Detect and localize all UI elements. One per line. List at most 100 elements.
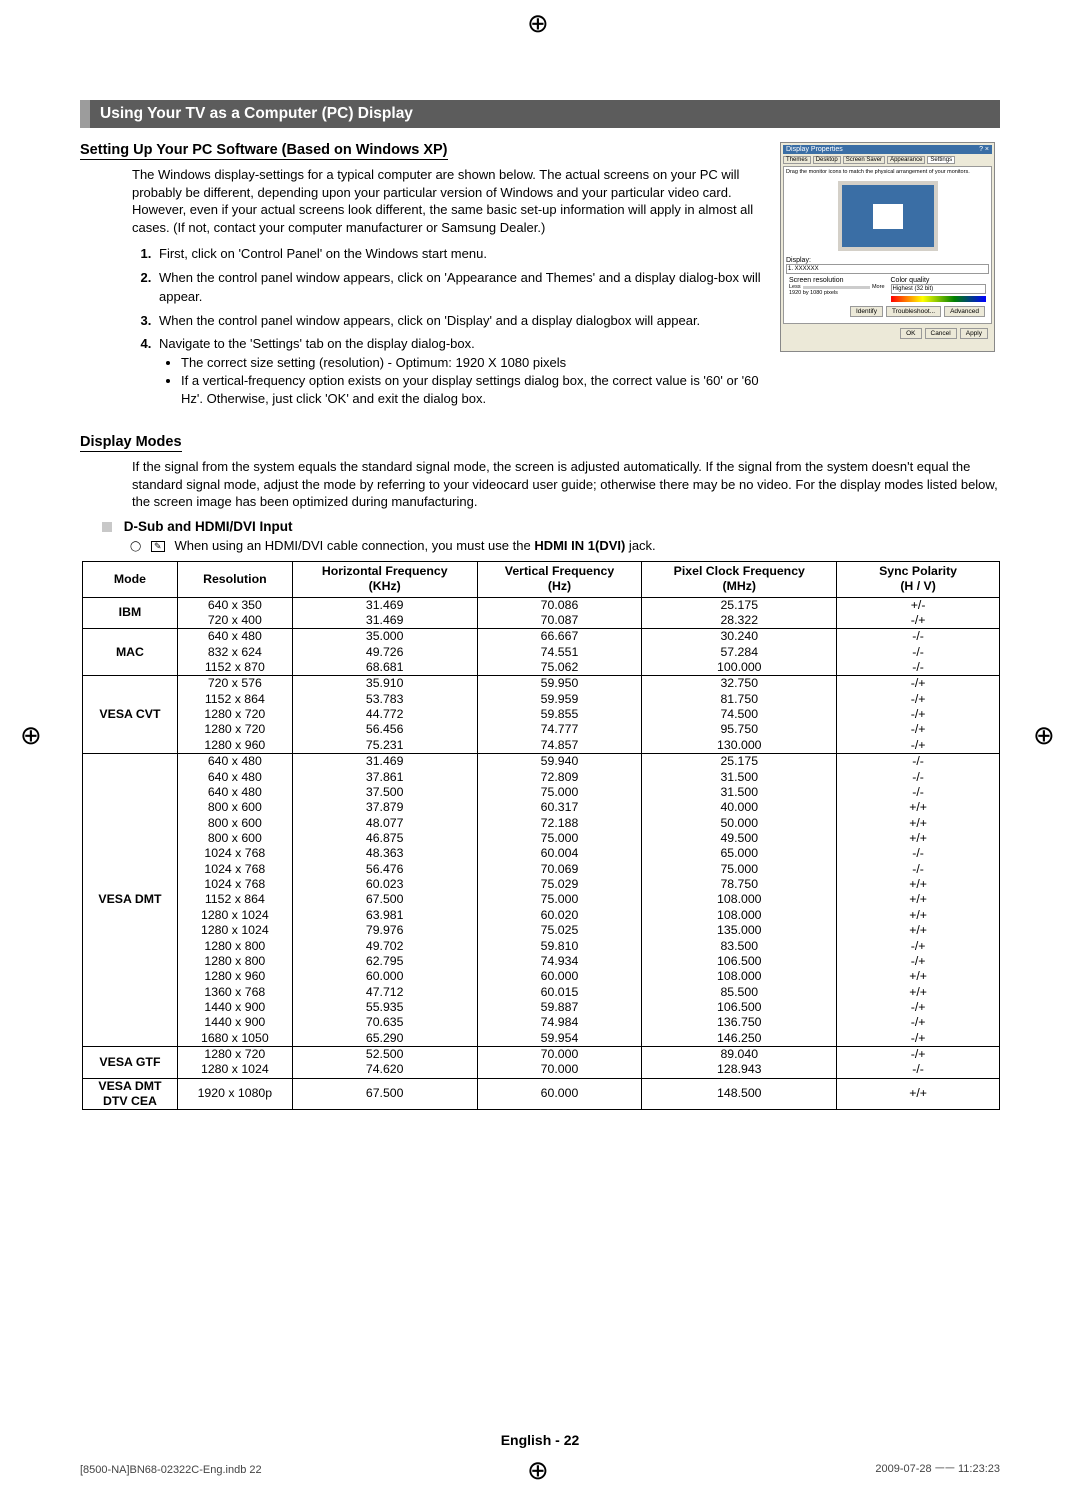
page-footer-center: English - 22 bbox=[0, 1432, 1080, 1448]
win-tab: Screen Saver bbox=[843, 156, 885, 164]
col-resolution: Resolution bbox=[177, 561, 292, 597]
table-row: 1280 x 102474.62070.000128.943-/- bbox=[83, 1062, 1000, 1078]
section-title: Using Your TV as a Computer (PC) Display bbox=[80, 100, 1000, 128]
table-cell: -/- bbox=[837, 754, 1000, 770]
table-row: 1280 x 102479.97675.025135.000+/+ bbox=[83, 923, 1000, 938]
mode-cell: IBM bbox=[83, 597, 178, 629]
table-cell: 89.040 bbox=[642, 1047, 837, 1063]
table-row: 1280 x 80062.79574.934106.500-/+ bbox=[83, 954, 1000, 969]
table-cell: 74.934 bbox=[477, 954, 642, 969]
table-cell: 50.000 bbox=[642, 816, 837, 831]
table-cell: 83.500 bbox=[642, 939, 837, 954]
table-cell: 60.000 bbox=[477, 969, 642, 984]
table-cell: +/+ bbox=[837, 908, 1000, 923]
table-cell: 1920 x 1080p bbox=[177, 1078, 292, 1110]
table-cell: 48.363 bbox=[292, 846, 477, 861]
table-row: 800 x 60046.87575.00049.500+/+ bbox=[83, 831, 1000, 846]
table-cell: 25.175 bbox=[642, 597, 837, 613]
table-cell: +/+ bbox=[837, 816, 1000, 831]
table-cell: -/+ bbox=[837, 1047, 1000, 1063]
win-res-value: 1920 by 1080 pixels bbox=[789, 290, 885, 296]
mode-cell: VESA CVT bbox=[83, 676, 178, 754]
setup-steps: First, click on 'Control Panel' on the W… bbox=[155, 244, 764, 408]
table-cell: 49.702 bbox=[292, 939, 477, 954]
table-cell: +/+ bbox=[837, 892, 1000, 907]
table-row: 1280 x 96060.00060.000108.000+/+ bbox=[83, 969, 1000, 984]
col-hfreq: Horizontal Frequency(KHz) bbox=[292, 561, 477, 597]
mode-cell: MAC bbox=[83, 629, 178, 676]
table-cell: 75.000 bbox=[477, 785, 642, 800]
table-cell: 48.077 bbox=[292, 816, 477, 831]
table-cell: 75.062 bbox=[477, 660, 642, 676]
col-sync: Sync Polarity(H / V) bbox=[837, 561, 1000, 597]
table-cell: -/+ bbox=[837, 939, 1000, 954]
table-cell: -/+ bbox=[837, 1000, 1000, 1015]
col-mode: Mode bbox=[83, 561, 178, 597]
table-row: 1360 x 76847.71260.01585.500+/+ bbox=[83, 985, 1000, 1000]
table-cell: -/+ bbox=[837, 692, 1000, 707]
table-cell: 1280 x 720 bbox=[177, 1047, 292, 1063]
table-cell: 60.023 bbox=[292, 877, 477, 892]
table-cell: 1152 x 870 bbox=[177, 660, 292, 676]
table-cell: 136.750 bbox=[642, 1015, 837, 1030]
table-cell: 1680 x 1050 bbox=[177, 1031, 292, 1047]
table-row: 1280 x 96075.23174.857130.000-/+ bbox=[83, 738, 1000, 754]
table-cell: 1280 x 720 bbox=[177, 707, 292, 722]
step-4-text: Navigate to the 'Settings' tab on the di… bbox=[159, 336, 475, 351]
table-cell: 640 x 480 bbox=[177, 629, 292, 645]
table-cell: 72.188 bbox=[477, 816, 642, 831]
table-cell: 60.000 bbox=[477, 1078, 642, 1110]
table-cell: 37.500 bbox=[292, 785, 477, 800]
table-cell: 1024 x 768 bbox=[177, 862, 292, 877]
win-cq-value: Highest (32 bit) bbox=[891, 284, 987, 294]
table-cell: +/+ bbox=[837, 969, 1000, 984]
setup-intro: The Windows display-settings for a typic… bbox=[132, 166, 764, 236]
registration-mark-icon: ⊕ bbox=[527, 8, 549, 39]
table-cell: 720 x 400 bbox=[177, 613, 292, 629]
table-cell: 1280 x 1024 bbox=[177, 908, 292, 923]
table-row: 832 x 62449.72674.55157.284-/- bbox=[83, 645, 1000, 660]
table-cell: 31.469 bbox=[292, 613, 477, 629]
table-row: 1680 x 105065.29059.954146.250-/+ bbox=[83, 1031, 1000, 1047]
table-cell: 1280 x 800 bbox=[177, 939, 292, 954]
table-row: VESA DMT640 x 48031.46959.94025.175-/- bbox=[83, 754, 1000, 770]
table-cell: 62.795 bbox=[292, 954, 477, 969]
display-modes-table: Mode Resolution Horizontal Frequency(KHz… bbox=[82, 561, 1000, 1111]
table-row: VESA CVT720 x 57635.91059.95032.750-/+ bbox=[83, 676, 1000, 692]
table-cell: -/+ bbox=[837, 1015, 1000, 1030]
table-cell: -/+ bbox=[837, 722, 1000, 737]
win-cq-label: Color quality bbox=[891, 277, 987, 284]
table-cell: 31.469 bbox=[292, 754, 477, 770]
table-cell: -/- bbox=[837, 660, 1000, 676]
table-cell: 108.000 bbox=[642, 969, 837, 984]
table-cell: 72.809 bbox=[477, 770, 642, 785]
win-title: Display Properties bbox=[786, 146, 843, 153]
table-cell: 800 x 600 bbox=[177, 831, 292, 846]
table-cell: -/+ bbox=[837, 1031, 1000, 1047]
table-cell: 130.000 bbox=[642, 738, 837, 754]
table-row: 1024 x 76860.02375.02978.750+/+ bbox=[83, 877, 1000, 892]
table-cell: -/+ bbox=[837, 613, 1000, 629]
step-1: First, click on 'Control Panel' on the W… bbox=[155, 244, 764, 264]
bullet-2: If a vertical-frequency option exists on… bbox=[181, 372, 764, 408]
table-cell: 37.879 bbox=[292, 800, 477, 815]
table-cell: 65.290 bbox=[292, 1031, 477, 1047]
table-row: 800 x 60037.87960.31740.000+/+ bbox=[83, 800, 1000, 815]
table-cell: +/+ bbox=[837, 877, 1000, 892]
table-row: MAC640 x 48035.00066.66730.240-/- bbox=[83, 629, 1000, 645]
table-cell: 640 x 480 bbox=[177, 770, 292, 785]
page-footer-left: [8500-NA]BN68-02322C-Eng.indb 22 bbox=[80, 1464, 262, 1476]
table-cell: 60.015 bbox=[477, 985, 642, 1000]
win-hint: Drag the monitor icons to match the phys… bbox=[786, 169, 989, 175]
table-cell: 1280 x 960 bbox=[177, 969, 292, 984]
square-bullet-icon bbox=[102, 522, 112, 532]
table-cell: 74.500 bbox=[642, 707, 837, 722]
table-cell: -/+ bbox=[837, 954, 1000, 969]
table-cell: 75.231 bbox=[292, 738, 477, 754]
win-tab: Settings bbox=[927, 156, 955, 164]
table-cell: 47.712 bbox=[292, 985, 477, 1000]
table-cell: 60.000 bbox=[292, 969, 477, 984]
table-cell: 68.681 bbox=[292, 660, 477, 676]
table-cell: 57.284 bbox=[642, 645, 837, 660]
table-cell: -/- bbox=[837, 770, 1000, 785]
